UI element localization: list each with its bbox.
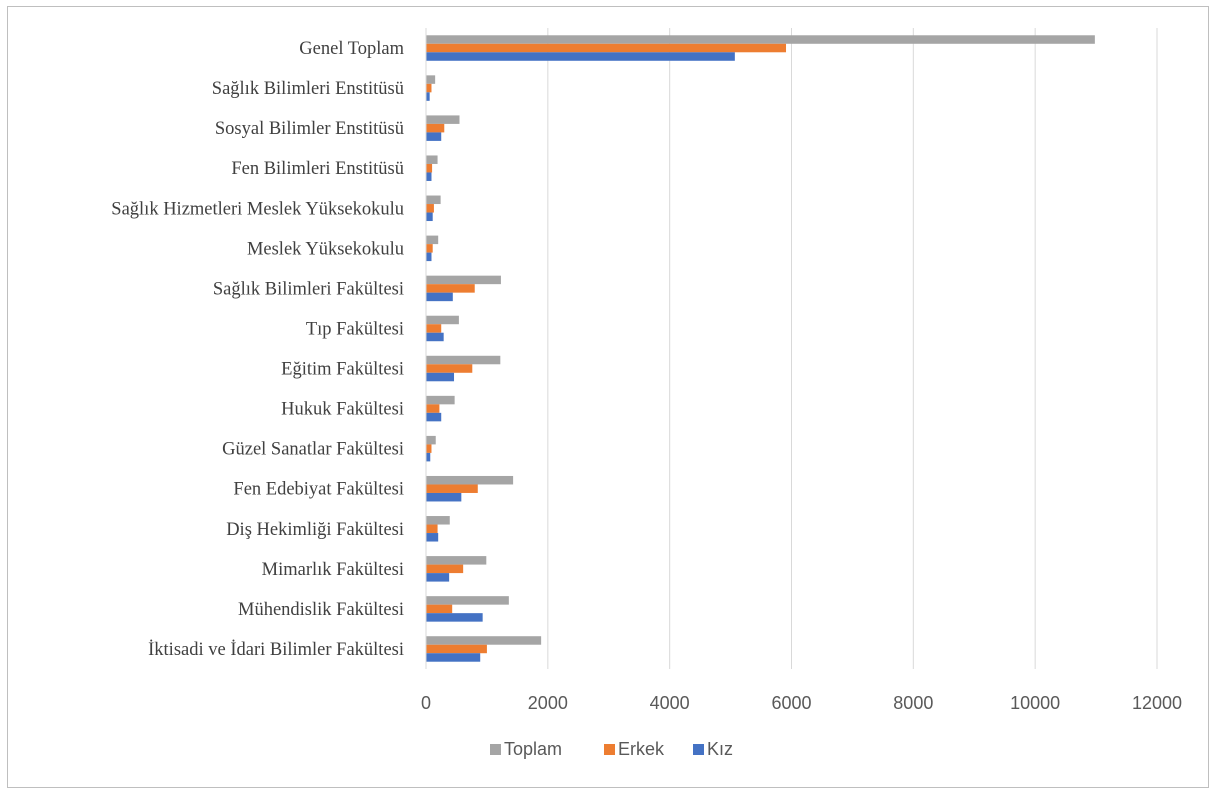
bar-kız <box>426 533 439 542</box>
x-tick-label: 6000 <box>771 693 811 713</box>
bar-toplam <box>426 35 1095 44</box>
bar-erkek <box>426 244 433 253</box>
bar-kız <box>426 492 462 502</box>
legend-swatch-toplam <box>490 744 501 755</box>
bar-kız <box>426 132 442 141</box>
category-label: Fen Bilimleri Enstitüsü <box>231 159 404 179</box>
bar-toplam <box>426 556 487 565</box>
bar-kız <box>426 452 431 462</box>
bar-toplam <box>426 195 441 205</box>
bar-toplam <box>426 475 514 485</box>
bar-toplam <box>426 75 436 84</box>
bar-kız <box>426 613 483 622</box>
bar-erkek <box>426 123 445 133</box>
bar-toplam <box>426 395 455 405</box>
bar-toplam <box>426 435 436 445</box>
legend: Toplam Erkek Kız <box>490 739 733 759</box>
bar-toplam <box>426 155 438 164</box>
x-tick-label: 10000 <box>1010 693 1060 713</box>
category-labels: Genel Toplam Sağlık Bilimleri Enstitüsü So… <box>111 39 404 660</box>
bar-toplam <box>426 315 459 325</box>
bar-kız <box>426 292 453 302</box>
bar-erkek <box>426 364 473 373</box>
legend-swatch-erkek <box>604 744 615 755</box>
category-label: Tıp Fakültesi <box>306 319 404 339</box>
bar-erkek <box>426 404 440 413</box>
category-label: Meslek Yüksekokulu <box>247 239 404 259</box>
bar-erkek <box>426 444 432 453</box>
category-label: Sosyal Bilimler Enstitüsü <box>215 119 404 139</box>
bar-kız <box>426 372 455 382</box>
bar-erkek <box>426 43 787 53</box>
bar-erkek <box>426 83 432 93</box>
legend-swatch-kız <box>693 744 704 755</box>
bar-kız <box>426 332 444 342</box>
gridlines <box>547 28 1158 669</box>
bar-toplam <box>426 275 501 285</box>
x-tick-label: 4000 <box>650 693 690 713</box>
bar-erkek <box>426 484 478 493</box>
category-label: Diş Hekimliği Fakültesi <box>226 520 404 540</box>
legend-label-erkek: Erkek <box>618 739 665 759</box>
category-label: Sağlık Bilimleri Enstitüsü <box>212 79 404 99</box>
bar-erkek <box>426 204 434 213</box>
bar-toplam <box>426 516 450 525</box>
x-tick-labels: 0 2000 4000 6000 8000 10000 12000 <box>421 693 1182 713</box>
category-label: Mimarlık Fakültesi <box>262 560 404 580</box>
bar-kız <box>426 172 432 181</box>
x-tick-label: 0 <box>421 693 431 713</box>
category-label: Genel Toplam <box>299 39 404 59</box>
bar-erkek <box>426 524 438 534</box>
bar-kız <box>426 573 450 582</box>
category-label: Sağlık Hizmetleri Meslek Yüksekokulu <box>111 199 404 219</box>
bar-kız <box>426 252 432 262</box>
bar-kız <box>426 92 430 101</box>
bar-erkek <box>426 163 433 173</box>
category-label: Güzel Sanatlar Fakültesi <box>222 440 404 460</box>
bar-toplam <box>426 636 542 645</box>
category-label: Eğitim Fakültesi <box>281 360 404 380</box>
bar-kız <box>426 412 442 422</box>
bar-erkek <box>426 564 464 574</box>
category-label: İktisadi ve İdari Bilimler Fakültesi <box>148 639 404 660</box>
bar-toplam <box>426 355 501 365</box>
bar-erkek <box>426 284 475 293</box>
x-tick-label: 8000 <box>893 693 933 713</box>
bar-kız <box>426 212 433 222</box>
category-label: Fen Edebiyat Fakültesi <box>233 480 404 500</box>
bars <box>426 35 1095 662</box>
bar-kız <box>426 52 735 61</box>
category-label: Hukuk Fakültesi <box>281 400 404 420</box>
bar-erkek <box>426 644 487 654</box>
x-tick-label: 2000 <box>528 693 568 713</box>
bar-toplam <box>426 596 509 605</box>
bar-toplam <box>426 115 460 124</box>
legend-label-toplam: Toplam <box>504 739 562 759</box>
legend-label-kız: Kız <box>707 739 733 759</box>
bar-erkek <box>426 324 442 333</box>
category-label: Mühendislik Fakültesi <box>238 600 404 620</box>
bar-erkek <box>426 604 453 614</box>
bar-kız <box>426 653 481 662</box>
bar-toplam <box>426 235 439 245</box>
category-label: Sağlık Bilimleri Fakültesi <box>213 279 404 299</box>
chart-frame <box>7 6 1209 788</box>
x-tick-label: 12000 <box>1132 693 1182 713</box>
